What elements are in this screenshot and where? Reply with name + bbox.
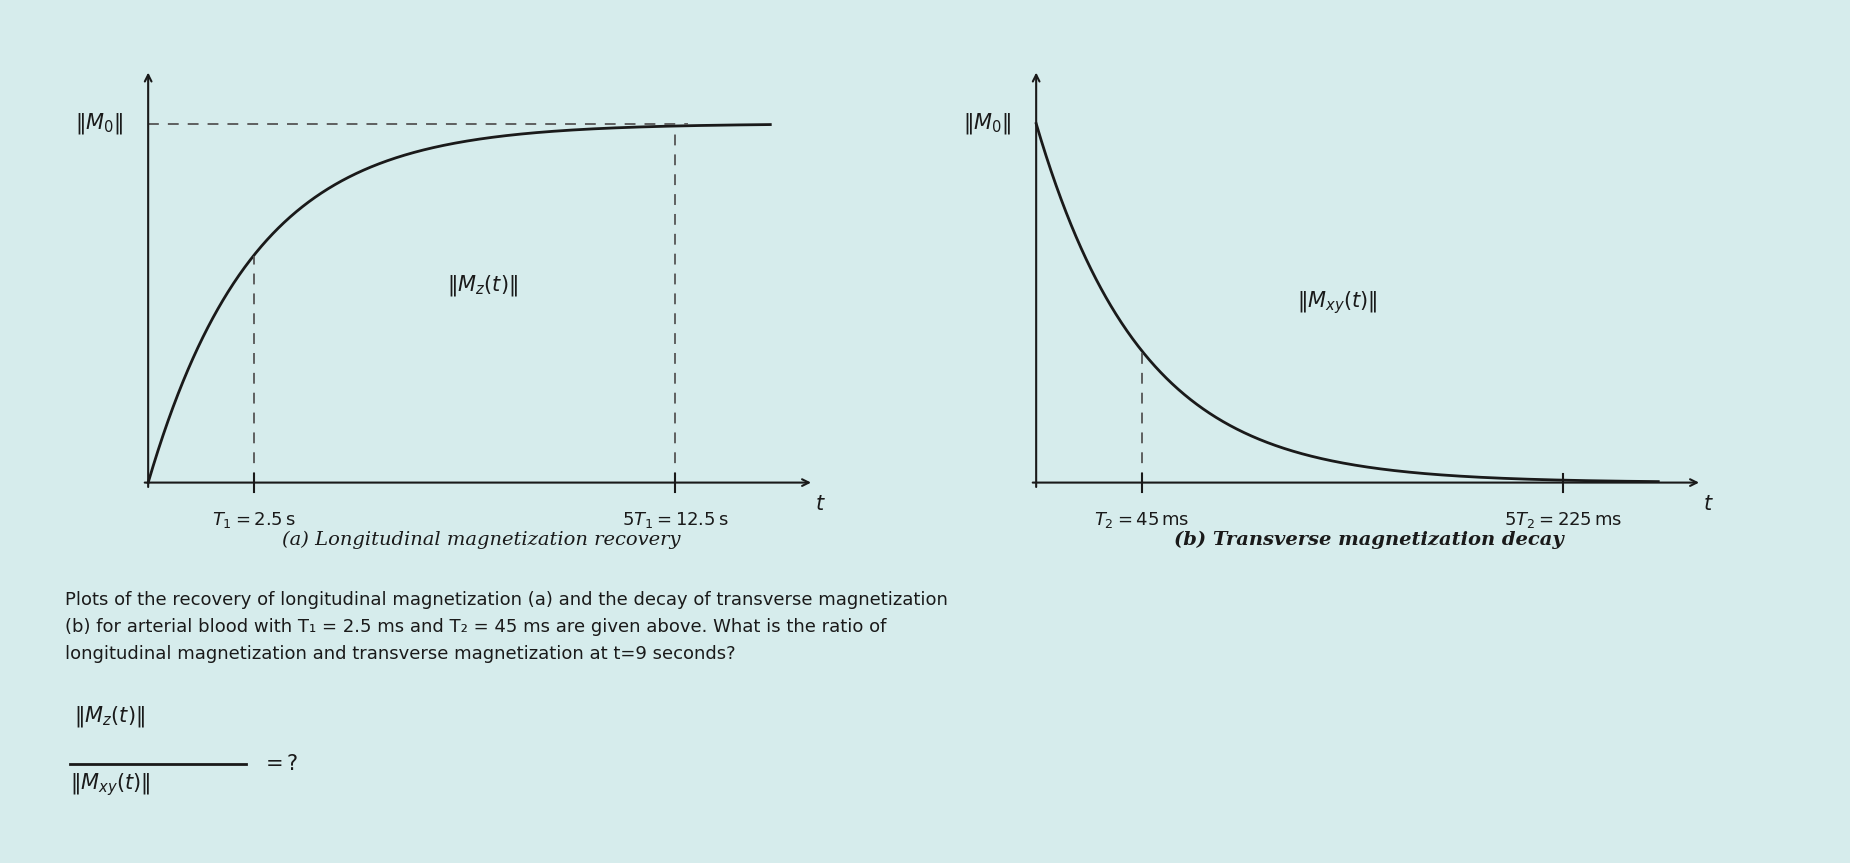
Text: (a) Longitudinal magnetization recovery: (a) Longitudinal magnetization recovery: [281, 531, 681, 549]
Text: $t$: $t$: [1702, 495, 1713, 514]
Text: $5T_1 = 12.5\,\mathrm{s}$: $5T_1 = 12.5\,\mathrm{s}$: [622, 509, 729, 530]
Text: Plots of the recovery of longitudinal magnetization (a) and the decay of transve: Plots of the recovery of longitudinal ma…: [65, 591, 947, 664]
Text: $= ?$: $= ?$: [261, 753, 298, 774]
Text: $\|M_{xy}(t)\|$: $\|M_{xy}(t)\|$: [1297, 290, 1378, 317]
Text: $\|M_0\|$: $\|M_0\|$: [76, 111, 124, 136]
Text: $\|M_0\|$: $\|M_0\|$: [964, 111, 1012, 136]
Text: $t$: $t$: [814, 495, 825, 514]
Text: $5T_2 = 225\,\mathrm{ms}$: $5T_2 = 225\,\mathrm{ms}$: [1504, 509, 1622, 530]
Text: $T_2 = 45\,\mathrm{ms}$: $T_2 = 45\,\mathrm{ms}$: [1093, 509, 1190, 530]
Text: $\|M_{xy}(t)\|$: $\|M_{xy}(t)\|$: [70, 772, 152, 798]
Text: $\|M_z(t)\|$: $\|M_z(t)\|$: [74, 704, 144, 729]
Text: $T_1 = 2.5\,\mathrm{s}$: $T_1 = 2.5\,\mathrm{s}$: [211, 509, 296, 530]
Text: $\|M_z(t)\|$: $\|M_z(t)\|$: [448, 273, 518, 298]
Text: (b) Transverse magnetization decay: (b) Transverse magnetization decay: [1175, 531, 1563, 549]
